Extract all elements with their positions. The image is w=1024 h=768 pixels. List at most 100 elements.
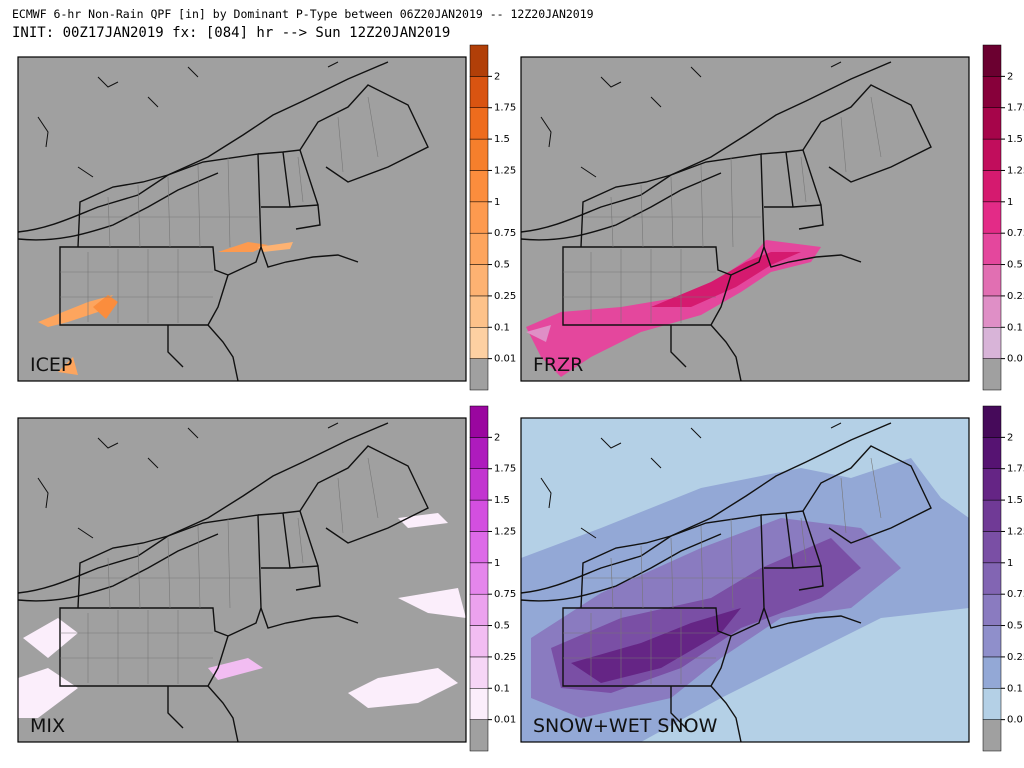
- map-area: [521, 418, 969, 742]
- colorbar-box: [982, 107, 1002, 140]
- colorbar-below: [469, 358, 489, 391]
- colorbar-box: [469, 468, 489, 501]
- colorbar-label: 1.5: [494, 134, 510, 145]
- colorbar-label: 0.1: [1007, 322, 1023, 333]
- map-background: [18, 57, 466, 381]
- colorbar-box: [982, 44, 1002, 77]
- precip-area: [258, 242, 293, 252]
- map-area: [18, 418, 466, 742]
- colorbar-box: [982, 531, 1002, 564]
- colorbar-box: [982, 499, 1002, 532]
- precip-area: [571, 608, 741, 683]
- precip-area: [38, 295, 113, 327]
- colorbar-box: [469, 562, 489, 595]
- colorbar-box: [982, 232, 1002, 265]
- colorbar-label: 0.01: [494, 715, 516, 726]
- colorbar-box: [469, 327, 489, 359]
- colorbar-box: [469, 170, 489, 203]
- colorbar-label: 1.25: [494, 526, 516, 537]
- colorbar-box: [469, 688, 489, 720]
- header-line-1: ECMWF 6-hr Non-Rain QPF [in] by Dominant…: [12, 7, 594, 21]
- colorbar-box: [469, 76, 489, 108]
- map-panel: ICEP: [17, 56, 467, 382]
- colorbar-box: [469, 499, 489, 532]
- colorbar-box: [469, 593, 489, 626]
- map-frame: [520, 56, 970, 382]
- map-frame: [17, 56, 467, 382]
- colorbar-label: 1.25: [1007, 165, 1024, 176]
- colorbar-box: [982, 264, 1002, 297]
- colorbar-label: 0.5: [1007, 621, 1023, 632]
- colorbar-label: 0.75: [494, 228, 516, 239]
- colorbar: 0.01 0.1 0.25 0.5 0.75 1 1.25 1.5 1.75 2: [982, 44, 1024, 391]
- colorbar-label: 0.5: [1007, 260, 1023, 271]
- panels: ICEP 0.01 0.1 0.25 0.5 0.75 1 1.25 1.5 1.75 2 FRZR 0…: [17, 44, 1024, 752]
- colorbar: 0.01 0.1 0.25 0.5 0.75 1 1.25 1.5 1.75 2: [469, 405, 516, 752]
- map-frame: [17, 417, 467, 743]
- colorbar-box: [469, 138, 489, 171]
- colorbar-label: 1.25: [494, 165, 516, 176]
- colorbar-box: [982, 437, 1002, 469]
- panel-label: ICEP: [30, 354, 72, 376]
- colorbar-box: [469, 437, 489, 469]
- panel-label: SNOW+WET SNOW: [533, 715, 718, 737]
- colorbar-box: [982, 656, 1002, 689]
- precip-area: [398, 588, 466, 618]
- colorbar-label: 1.75: [494, 464, 516, 475]
- colorbar-label: 1: [1007, 558, 1013, 569]
- colorbar-label: 0.01: [494, 354, 516, 365]
- colorbar-label: 0.5: [494, 621, 510, 632]
- colorbar-label: 0.25: [1007, 291, 1024, 302]
- colorbar: 0.01 0.1 0.25 0.5 0.75 1 1.25 1.5 1.75 2: [469, 44, 516, 391]
- colorbar-label: 0.25: [494, 652, 516, 663]
- colorbar-label: 1.5: [494, 495, 510, 506]
- colorbar: 0.01 0.1 0.25 0.5 0.75 1 1.25 1.5 1.75 2: [982, 405, 1024, 752]
- map-panel: MIX: [17, 417, 467, 743]
- colorbar-below: [982, 719, 1002, 752]
- colorbar-label: 0.25: [494, 291, 516, 302]
- precip-area: [348, 668, 458, 708]
- colorbar-box: [469, 625, 489, 658]
- map-panel: SNOW+WET SNOW: [520, 417, 970, 743]
- precip-area: [58, 357, 78, 375]
- colorbar-label: 0.75: [1007, 228, 1024, 239]
- precip-area: [208, 658, 263, 680]
- colorbar-label: 0.1: [494, 683, 510, 694]
- colorbar-label: 0.75: [1007, 589, 1024, 600]
- panel-label: FRZR: [533, 354, 583, 376]
- colorbar-label: 2: [494, 71, 500, 82]
- colorbar-label: 1.75: [1007, 103, 1024, 114]
- colorbar-box: [469, 264, 489, 297]
- colorbar-label: 0.1: [1007, 683, 1023, 694]
- colorbar-box: [982, 405, 1002, 438]
- precip-area: [218, 242, 268, 252]
- colorbar-label: 0.25: [1007, 652, 1024, 663]
- colorbar-label: 2: [494, 432, 500, 443]
- colorbar-box: [469, 201, 489, 234]
- colorbar-box: [982, 468, 1002, 501]
- precip-area: [93, 295, 118, 319]
- colorbar-label: 0.01: [1007, 354, 1024, 365]
- map-frame: [520, 417, 970, 743]
- colorbar-box: [982, 688, 1002, 720]
- colorbar-label: 1.5: [1007, 495, 1023, 506]
- colorbar-box: [469, 107, 489, 140]
- colorbar-label: 1.25: [1007, 526, 1024, 537]
- colorbar-box: [469, 405, 489, 438]
- colorbar-label: 0.5: [494, 260, 510, 271]
- colorbar-label: 0.1: [494, 322, 510, 333]
- colorbar-label: 0.75: [494, 589, 516, 600]
- colorbar-box: [982, 138, 1002, 171]
- colorbar-label: 1: [494, 558, 500, 569]
- header-line-2: INIT: 00Z17JAN2019 fx: [084] hr --> Sun …: [12, 25, 450, 41]
- colorbar-label: 1.75: [494, 103, 516, 114]
- colorbar-label: 1.75: [1007, 464, 1024, 475]
- map-area: [521, 57, 969, 381]
- colorbar-label: 1: [494, 197, 500, 208]
- colorbar-box: [982, 201, 1002, 234]
- colorbar-box: [469, 232, 489, 265]
- colorbar-below: [982, 358, 1002, 391]
- colorbar-box: [982, 625, 1002, 658]
- colorbar-label: 2: [1007, 71, 1013, 82]
